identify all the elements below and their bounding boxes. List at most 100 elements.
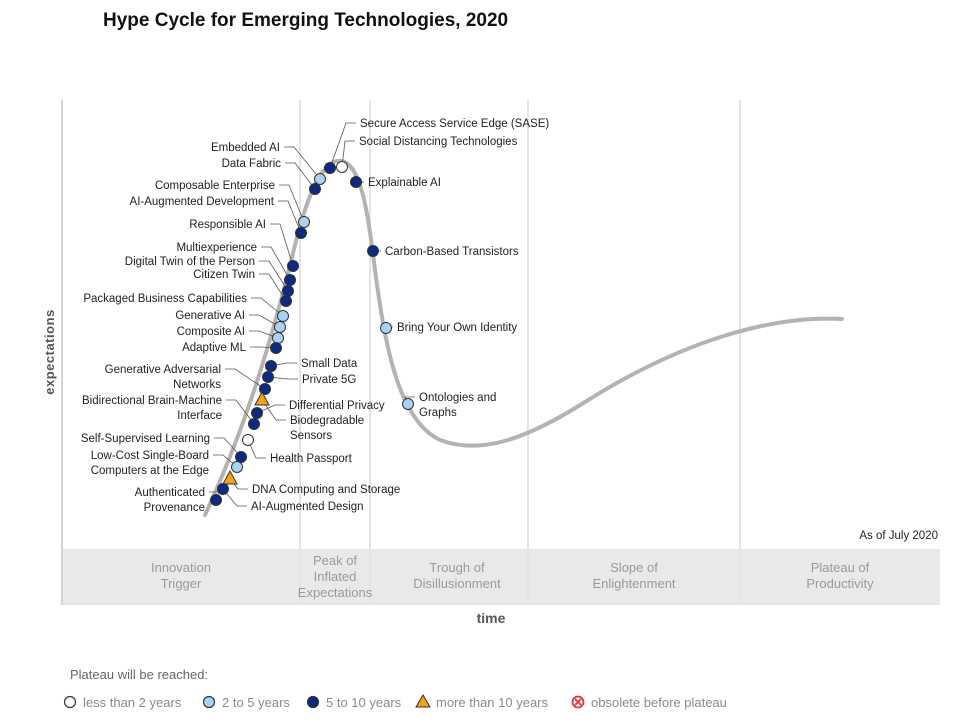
technology-label: DNA Computing and Storage bbox=[252, 484, 400, 496]
legend-item: less than 2 years bbox=[63, 695, 182, 710]
leader-lines bbox=[209, 122, 415, 507]
circle-marker[interactable] bbox=[280, 295, 292, 307]
circle-marker[interactable] bbox=[272, 332, 284, 344]
circle-marker[interactable] bbox=[251, 407, 263, 419]
technology-labels: Embedded AI Data Fabric Composable Enterpr… bbox=[81, 118, 550, 514]
hype-curve bbox=[203, 158, 844, 517]
technology-label: Low-Cost Single-Board Computers at the Ed… bbox=[91, 450, 209, 477]
legend: less than 2 years 2 to 5 years 5 to 10 yea… bbox=[63, 694, 727, 710]
circle-marker[interactable] bbox=[248, 418, 260, 430]
circle-marker[interactable] bbox=[262, 371, 274, 383]
technology-label: Bidirectional Brain-Machine Interface bbox=[82, 395, 222, 422]
technology-label: Multiexperience bbox=[176, 242, 257, 254]
circle-marker[interactable] bbox=[402, 398, 414, 410]
technology-label: Adaptive ML bbox=[182, 342, 247, 354]
triangle-marker[interactable] bbox=[222, 469, 238, 485]
legend-label: 5 to 10 years bbox=[326, 695, 402, 710]
circle-marker[interactable] bbox=[265, 360, 277, 372]
circle-marker[interactable] bbox=[287, 260, 299, 272]
circle-marker[interactable] bbox=[284, 274, 296, 286]
leader-line bbox=[278, 200, 302, 234]
circle-marker[interactable] bbox=[298, 216, 310, 228]
triangle-marker[interactable] bbox=[254, 390, 270, 406]
circle-white-icon bbox=[63, 695, 77, 709]
circle-marker[interactable] bbox=[367, 245, 379, 257]
circle-marker[interactable] bbox=[282, 285, 294, 297]
technology-label: Citizen Twin bbox=[193, 269, 255, 281]
technology-label: Private 5G bbox=[302, 374, 356, 386]
leader-line bbox=[341, 140, 355, 168]
technology-label: Embedded AI bbox=[211, 142, 280, 154]
circle-marker[interactable] bbox=[274, 321, 286, 333]
technology-label: Generative AI bbox=[175, 310, 245, 322]
technology-label: Differential Privacy bbox=[289, 400, 385, 412]
diagram-title: Hype Cycle for Emerging Technologies, 20… bbox=[103, 10, 508, 31]
circle-marker[interactable] bbox=[270, 342, 282, 354]
circle-marker[interactable] bbox=[217, 483, 229, 495]
technology-label: Authenticated Provenance bbox=[135, 487, 205, 514]
legend-item: 2 to 5 years bbox=[202, 695, 290, 710]
leader-line bbox=[267, 376, 298, 380]
leader-line bbox=[259, 273, 287, 302]
legend-label: obsolete before plateau bbox=[591, 695, 727, 710]
circle-marker[interactable] bbox=[309, 183, 321, 195]
circle-marker[interactable] bbox=[314, 173, 326, 185]
technology-markers bbox=[210, 161, 414, 506]
circle-dark-blue-icon bbox=[306, 695, 320, 709]
circle-marker[interactable] bbox=[295, 227, 307, 239]
phase-label: Peak of Inflated Expectations bbox=[298, 553, 373, 600]
leader-line bbox=[261, 399, 286, 421]
x-axis-label: time bbox=[477, 610, 506, 626]
circle-marker[interactable] bbox=[324, 162, 336, 174]
leader-line bbox=[261, 246, 291, 281]
triangle-orange-icon bbox=[415, 694, 431, 708]
phase-labels: Innovation Trigger Peak of Inflated Expectat… bbox=[151, 553, 874, 600]
circle-light-blue-icon bbox=[202, 695, 216, 709]
leader-line bbox=[247, 439, 266, 459]
leader-line bbox=[270, 223, 294, 267]
gridlines bbox=[299, 100, 741, 603]
circle-marker[interactable] bbox=[231, 461, 243, 473]
legend-label: less than 2 years bbox=[83, 695, 182, 710]
phase-label: Slope of Enlightenment bbox=[592, 560, 675, 591]
leader-line bbox=[259, 260, 289, 292]
technology-label: Secure Access Service Edge (SASE) bbox=[360, 118, 549, 130]
legend-title: Plateau will be reached: bbox=[70, 667, 208, 682]
leader-line bbox=[279, 184, 305, 223]
circle-marker[interactable] bbox=[210, 494, 222, 506]
technology-label: Composable Enterprise bbox=[155, 180, 275, 192]
technology-label: Small Data bbox=[301, 358, 358, 370]
technology-label: AI-Augmented Design bbox=[251, 501, 364, 513]
technology-label: Bring Your Own Identity bbox=[397, 322, 517, 334]
technology-label: AI-Augmented Development bbox=[130, 196, 275, 208]
circle-marker[interactable] bbox=[350, 176, 362, 188]
leader-line bbox=[251, 297, 284, 317]
circle-marker[interactable] bbox=[380, 322, 392, 334]
legend-item: more than 10 years bbox=[415, 694, 549, 710]
circle-marker[interactable] bbox=[242, 434, 254, 446]
leader-line bbox=[225, 368, 266, 390]
technology-label: Responsible AI bbox=[189, 219, 266, 231]
circle-marker[interactable] bbox=[235, 451, 247, 463]
leader-line bbox=[249, 314, 281, 328]
leader-line bbox=[214, 437, 242, 458]
technology-label: Self-Supervised Learning bbox=[81, 433, 210, 445]
leader-line bbox=[285, 162, 316, 190]
y-axis-label: expectations bbox=[42, 309, 57, 394]
technology-label: Data Fabric bbox=[222, 158, 282, 170]
legend-item: obsolete before plateau bbox=[571, 695, 727, 710]
technology-label: Composite AI bbox=[177, 326, 245, 338]
technology-label: Social Distancing Technologies bbox=[359, 136, 518, 148]
legend-item: 5 to 10 years bbox=[306, 695, 402, 710]
leader-line bbox=[284, 146, 321, 180]
leader-line bbox=[329, 122, 356, 169]
leader-line bbox=[256, 404, 285, 414]
technology-label: Digital Twin of the Person bbox=[125, 256, 255, 268]
technology-label: Explainable AI bbox=[368, 177, 441, 189]
phase-label: Trough of Disillusionment bbox=[413, 560, 501, 591]
circle-marker[interactable] bbox=[277, 310, 289, 322]
phase-band bbox=[63, 549, 940, 603]
circle-marker[interactable] bbox=[336, 161, 348, 173]
technology-label: Biodegradable Sensors bbox=[290, 415, 364, 442]
